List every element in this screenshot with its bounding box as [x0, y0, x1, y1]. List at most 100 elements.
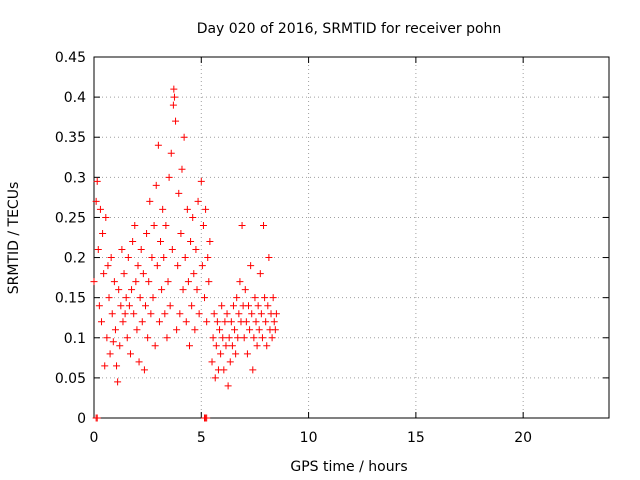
- data-point: [106, 350, 114, 358]
- data-points: [90, 85, 280, 422]
- data-point: [210, 310, 218, 318]
- data-point: [248, 310, 256, 318]
- data-point: [250, 334, 258, 342]
- data-point: [235, 310, 243, 318]
- data-point: [110, 278, 118, 286]
- data-point: [224, 382, 232, 390]
- data-point: [94, 246, 102, 254]
- data-point: [255, 326, 263, 334]
- data-point: [142, 302, 149, 310]
- data-point: [178, 165, 186, 173]
- data-point: [246, 326, 254, 334]
- y-tick-label: 0.35: [55, 130, 86, 146]
- data-point: [100, 270, 108, 278]
- data-point: [144, 334, 152, 342]
- data-point: [103, 334, 111, 342]
- y-axis-ticks: 0 0.05 0.1 0.15 0.2 0.25 0.3 0.35 0.4 0.45: [55, 50, 609, 427]
- data-point: [260, 221, 268, 229]
- data-point: [135, 358, 143, 366]
- data-point: [181, 254, 189, 262]
- data-point: [136, 294, 144, 302]
- data-point: [174, 262, 182, 270]
- data-point: [229, 302, 237, 310]
- data-point: [140, 366, 148, 374]
- data-point: [105, 294, 113, 302]
- data-point: [208, 358, 216, 366]
- data-point: [231, 326, 239, 334]
- data-point: [113, 362, 121, 370]
- data-point: [108, 310, 116, 318]
- data-point: [257, 310, 265, 318]
- data-point: [253, 342, 261, 350]
- data-point: [125, 302, 133, 310]
- data-point: [170, 85, 178, 93]
- y-tick-label: 0.45: [55, 50, 86, 66]
- data-point: [269, 294, 277, 302]
- x-tick-label: 15: [407, 430, 425, 446]
- y-tick-label: 0.3: [64, 170, 86, 186]
- data-point: [92, 197, 100, 205]
- grid-lines: [94, 57, 609, 418]
- x-tick-label: 10: [300, 430, 318, 446]
- y-tick-label: 0: [77, 411, 86, 427]
- data-point: [129, 238, 137, 246]
- data-point: [93, 177, 101, 185]
- data-point: [223, 310, 231, 318]
- data-point: [205, 278, 213, 286]
- data-point: [220, 366, 228, 374]
- data-point: [236, 278, 244, 286]
- data-point: [188, 302, 196, 310]
- data-point: [126, 350, 134, 358]
- data-point: [154, 141, 162, 149]
- data-point: [104, 262, 112, 270]
- data-point: [130, 310, 138, 318]
- y-axis-label: SRMTID / TECUs: [6, 182, 22, 295]
- y-tick-label: 0.4: [64, 90, 86, 106]
- data-point: [194, 197, 202, 205]
- data-point: [241, 286, 249, 294]
- data-point: [173, 326, 181, 334]
- data-point: [164, 278, 172, 286]
- data-point: [212, 342, 220, 350]
- data-point: [168, 246, 176, 254]
- data-point: [238, 221, 246, 229]
- data-point: [180, 133, 188, 141]
- data-point: [121, 310, 129, 318]
- data-point: [179, 286, 187, 294]
- data-point: [193, 286, 201, 294]
- data-point: [261, 294, 269, 302]
- data-point: [152, 181, 160, 189]
- data-point: [138, 318, 146, 326]
- data-point: [170, 93, 178, 101]
- data-point: [99, 229, 107, 237]
- data-point: [195, 310, 203, 318]
- data-point: [219, 334, 227, 342]
- data-point: [116, 342, 124, 350]
- data-point: [139, 270, 147, 278]
- data-point: [119, 318, 127, 326]
- data-point: [182, 318, 190, 326]
- data-point: [251, 294, 259, 302]
- data-point: [175, 189, 183, 197]
- data-point: [111, 326, 119, 334]
- data-point: [163, 334, 171, 342]
- data-point: [161, 310, 169, 318]
- data-point: [264, 302, 272, 310]
- data-point: [234, 334, 242, 342]
- data-point: [192, 246, 200, 254]
- data-point: [262, 318, 270, 326]
- data-point: [137, 246, 145, 254]
- data-point: [232, 350, 240, 358]
- data-point: [160, 254, 168, 262]
- y-tick-label: 0.2: [64, 251, 86, 267]
- data-point: [226, 358, 234, 366]
- data-point: [245, 302, 252, 310]
- data-point: [268, 334, 276, 342]
- data-point: [183, 205, 191, 213]
- data-point: [124, 254, 132, 262]
- data-point: [189, 213, 197, 221]
- data-point: [228, 342, 236, 350]
- x-tick-label: 5: [197, 430, 206, 446]
- data-point: [118, 246, 126, 254]
